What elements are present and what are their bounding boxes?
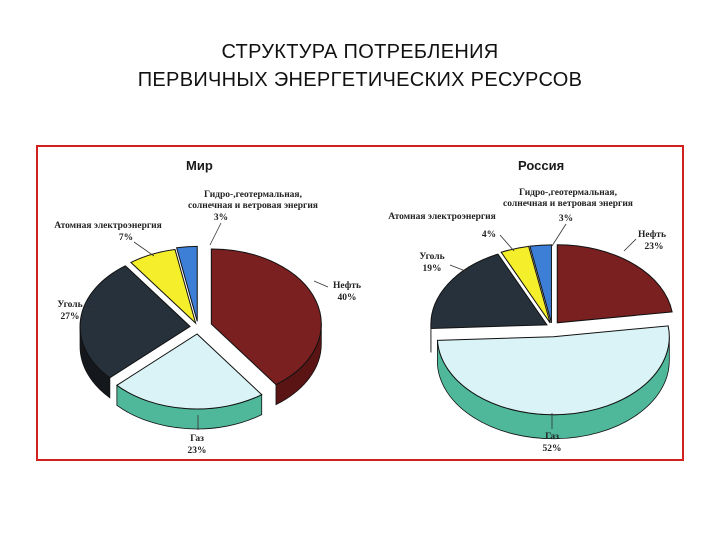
- title-line-2: ПЕРВИЧНЫХ ЭНЕРГЕТИЧЕСКИХ РЕСУРСОВ: [137, 69, 583, 91]
- label-world-coal-value: 27%: [61, 312, 80, 322]
- pie-russia-slice-oil: [556, 244, 673, 324]
- leader-world-nuclear: [133, 241, 155, 257]
- leader-russia-hydro: [551, 223, 567, 247]
- chart-russia: Россия Гидро-,геотермальная, солнечная и…: [388, 158, 673, 454]
- pie-russia: [430, 244, 673, 440]
- label-world-gas-name: Газ: [190, 434, 204, 444]
- pie-world-slice-hydro: [175, 245, 198, 322]
- label-world-nuclear-name: Атомная электроэнергия: [54, 221, 162, 231]
- label-world-coal-name: Уголь: [57, 300, 82, 310]
- label-world-hydro-line2: солнечная и ветровая энергия: [188, 201, 318, 211]
- label-russia-oil-value: 23%: [645, 242, 664, 252]
- chart-russia-title: Россия: [518, 158, 564, 173]
- label-world-hydro-value: 3%: [214, 213, 228, 223]
- label-russia-gas-value: 52%: [543, 444, 562, 454]
- chart-world-title: Мир: [186, 158, 213, 173]
- label-russia-coal-value: 19%: [423, 264, 442, 274]
- label-world-oil-name: Нефть: [333, 280, 361, 291]
- label-russia-hydro-line1: Гидро-,геотермальная,: [519, 188, 618, 198]
- charts-frame: Мир Гидро-,геотермальная, солнечная и ве…: [36, 145, 684, 461]
- pie-world: [79, 245, 322, 430]
- label-world-nuclear-value: 7%: [119, 233, 133, 243]
- label-russia-hydro-value: 3%: [559, 214, 573, 224]
- page-title: СТРУКТУРА ПОТРЕБЛЕНИЯ ПЕРВИЧНЫХ ЭНЕРГЕТИ…: [0, 38, 720, 94]
- label-world-oil-value: 40%: [338, 293, 357, 303]
- leader-russia-nuclear: [499, 234, 515, 252]
- pie-russia-slice-coal: [430, 253, 548, 329]
- leader-world-hydro: [209, 222, 222, 246]
- title-line-1: СТРУКТУРА ПОТРЕБЛЕНИЯ: [221, 41, 499, 63]
- label-russia-nuclear-name: Атомная электроэнергия: [388, 212, 496, 222]
- label-russia-gas-name: Газ: [545, 432, 559, 442]
- pie-world-slice-coal: [79, 265, 191, 379]
- leader-world-oil: [313, 280, 329, 288]
- label-world-hydro-line1: Гидро-,геотермальная,: [204, 190, 303, 200]
- charts-svg: Мир Гидро-,геотермальная, солнечная и ве…: [54, 158, 673, 456]
- chart-world: Мир Гидро-,геотермальная, солнечная и ве…: [54, 158, 361, 456]
- pie-russia-slice-gas: [436, 325, 670, 416]
- pie-world-slice-gas: [115, 333, 263, 410]
- label-russia-oil-name: Нефть: [638, 229, 666, 240]
- pie-world-slice-oil: [210, 248, 322, 386]
- pie-russia-slice-nuclear: [500, 245, 551, 324]
- leader-russia-coal: [449, 264, 469, 273]
- label-russia-hydro-line2: солнечная и ветровая энергия: [503, 199, 633, 209]
- label-russia-nuclear-value: 4%: [482, 230, 496, 240]
- label-world-gas-value: 23%: [188, 446, 207, 456]
- label-russia-coal-name: Уголь: [419, 252, 444, 262]
- pie-russia-slice-hydro: [529, 244, 552, 323]
- leader-russia-oil: [623, 238, 637, 252]
